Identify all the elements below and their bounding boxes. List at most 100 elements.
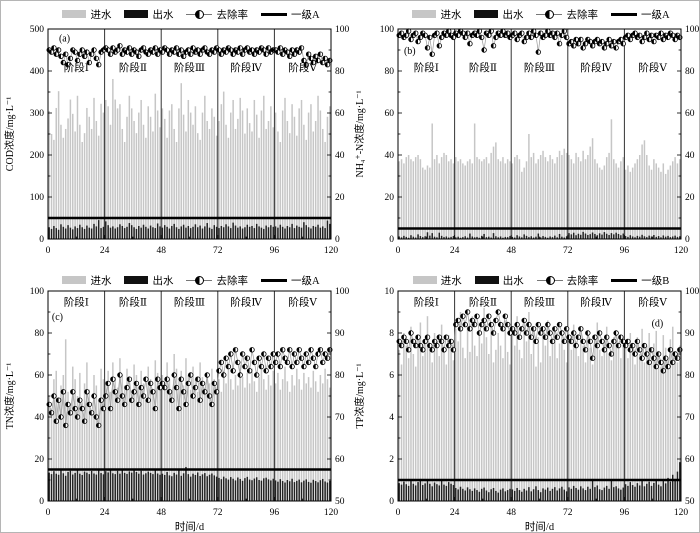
standard-line-icon [610,12,637,16]
legend-label: 进水 [90,275,112,287]
svg-text:阶段Ⅳ: 阶段Ⅳ [580,296,612,309]
phase-dividers [454,29,625,239]
legend-item-standard: 一级A [260,273,320,288]
phase-labels: 阶段Ⅰ 阶段Ⅱ 阶段Ⅲ 阶段Ⅳ 阶段Ⅴ [414,296,668,309]
legend-tp: 进水 出水 去除率 一级B [381,270,699,290]
svg-text:50: 50 [685,497,695,507]
svg-text:0: 0 [46,508,51,518]
panel-letter: (c) [52,312,63,323]
svg-text:阶段Ⅱ: 阶段Ⅱ [469,296,497,309]
svg-text:0: 0 [685,235,690,245]
svg-text:100: 100 [30,193,45,203]
svg-text:72: 72 [213,508,223,518]
svg-text:40: 40 [685,151,695,161]
legend-tn: 进水 出水 去除率 一级A [31,270,351,290]
axis-ticks [47,290,332,502]
svg-text:100: 100 [335,287,350,297]
svg-text:6: 6 [389,371,394,381]
y-axis-title-left: NH₄⁺-N浓度/mg·L⁻¹ [353,90,366,177]
svg-text:阶段Ⅱ: 阶段Ⅱ [469,61,497,74]
removal-markers [396,28,683,57]
legend-item-influent: 进水 [62,7,111,22]
svg-text:阶段Ⅲ: 阶段Ⅲ [524,296,555,309]
svg-text:48: 48 [156,508,166,518]
svg-text:阶段Ⅰ: 阶段Ⅰ [64,296,89,309]
influent-bars [48,339,331,501]
panel-letter: (d) [652,319,664,330]
tick-labels: 0 20 40 60 80 100 50 60 70 80 90 100 0 24 48 72 96 120 [30,287,350,518]
svg-text:100: 100 [335,25,350,35]
svg-text:500: 500 [30,25,45,35]
panel-letter: (a) [59,33,70,44]
svg-text:70: 70 [685,413,695,423]
svg-text:0: 0 [396,508,401,518]
panel-cod: 进水 出水 去除率 一级A 0 100 200 300 400 500 0 20 40 60 80 1… [1,1,351,267]
legend-label: 去除率 [566,9,598,21]
svg-text:20: 20 [35,455,45,465]
svg-text:80: 80 [35,329,45,339]
svg-text:20: 20 [385,193,395,203]
legend-item-removal: 去除率 [186,273,248,288]
svg-text:70: 70 [335,413,345,423]
legend-label: 出水 [502,9,524,21]
x-axis-title: 时间/d [525,520,555,533]
removal-marker-icon [536,9,563,19]
svg-text:20: 20 [685,193,695,203]
svg-text:40: 40 [335,151,345,161]
tick-labels: 0 20 40 60 80 100 0 20 40 60 80 100 0 24 48 72 96 120 [380,25,699,256]
effluent-swatch-icon [474,276,499,284]
legend-label: 进水 [90,9,112,21]
svg-text:80: 80 [335,371,345,381]
legend-item-effluent: 出水 [124,273,173,288]
legend-item-influent: 进水 [412,7,461,22]
svg-text:24: 24 [100,246,110,256]
y-axis-title-left: TP浓度/mg·L⁻¹ [353,364,366,429]
legend-item-standard: 一级A [260,7,320,22]
legend-label: 去除率 [216,9,248,21]
svg-text:80: 80 [385,67,395,77]
svg-text:阶段Ⅰ: 阶段Ⅰ [414,61,439,74]
x-axis-title: 时间/d [175,520,205,533]
removal-markers [46,43,333,68]
svg-text:72: 72 [563,508,573,518]
legend-item-effluent: 出水 [124,7,173,22]
svg-text:60: 60 [335,455,345,465]
panel-tn: 进水 出水 去除率 一级A 0 20 40 60 80 100 50 60 70 80 90 100 0… [1,267,351,533]
svg-text:阶段Ⅴ: 阶段Ⅴ [288,61,317,74]
svg-text:300: 300 [30,109,45,119]
influent-swatch-icon [62,10,87,18]
svg-text:阶段Ⅰ: 阶段Ⅰ [64,61,89,74]
axis-ticks [397,28,682,240]
influent-bars [48,78,331,240]
svg-text:96: 96 [270,508,280,518]
svg-text:90: 90 [685,329,695,339]
svg-text:24: 24 [100,508,110,518]
svg-text:阶段Ⅱ: 阶段Ⅱ [119,296,147,309]
effluent-swatch-icon [124,10,149,18]
tick-labels: 0 100 200 300 400 500 0 20 40 60 80 100 0 24 48 72 96 120 [30,25,350,256]
svg-text:72: 72 [563,246,573,256]
axis-ticks [47,28,332,240]
svg-text:10: 10 [385,287,395,297]
svg-text:阶段Ⅳ: 阶段Ⅳ [580,61,612,74]
legend-item-removal: 去除率 [186,7,248,22]
svg-text:0: 0 [39,497,44,507]
svg-text:8: 8 [389,329,394,339]
svg-text:400: 400 [30,67,45,77]
svg-text:阶段Ⅴ: 阶段Ⅴ [288,296,317,309]
influent-swatch-icon [62,276,87,284]
legend-item-effluent: 出水 [474,273,524,288]
svg-text:80: 80 [685,67,695,77]
phase-labels: 阶段Ⅰ 阶段Ⅱ 阶段Ⅲ 阶段Ⅳ 阶段Ⅴ [64,296,318,309]
legend-label: 一级B [641,275,670,287]
phase-dividers [104,291,275,501]
removal-marker-icon [536,275,563,285]
effluent-swatch-icon [124,276,149,284]
legend-label: 出水 [502,275,524,287]
legend-label: 进水 [440,275,462,287]
svg-text:80: 80 [335,67,345,77]
svg-text:阶段Ⅳ: 阶段Ⅳ [230,296,262,309]
standard-line-icon [260,278,287,282]
legend-item-effluent: 出水 [474,7,523,22]
